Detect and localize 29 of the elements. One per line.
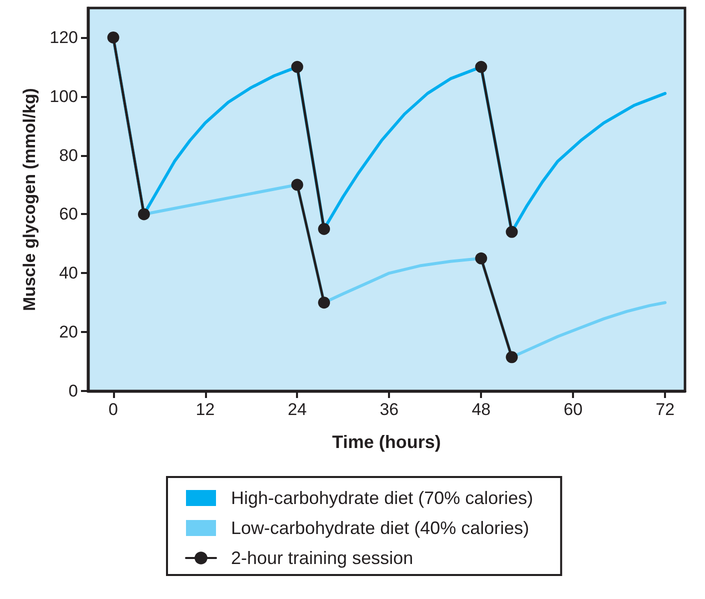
point — [318, 296, 330, 309]
y-tick-label: 20 — [59, 322, 78, 342]
point — [475, 252, 488, 264]
y-tick-label: 100 — [50, 86, 78, 106]
x-tick-label: 60 — [564, 400, 583, 419]
point — [291, 178, 304, 191]
point — [107, 31, 120, 44]
point — [506, 351, 518, 364]
legend-label: 2-hour training session — [231, 548, 414, 568]
point — [291, 60, 304, 73]
point — [506, 226, 518, 238]
x-tick-label: 0 — [108, 400, 118, 419]
point — [475, 60, 488, 73]
y-tick-label: 80 — [59, 146, 78, 165]
y-tick-label: 60 — [59, 204, 78, 224]
x-tick-label: 48 — [472, 400, 491, 419]
y-tick-label: 120 — [50, 28, 78, 47]
x-tick-label: 12 — [196, 400, 215, 419]
y-tick-label: 40 — [59, 264, 78, 283]
y-axis-title: Muscle glycogen (mmol/kg) — [20, 88, 39, 311]
legend-label: High-carbohydrate diet (70% calories) — [231, 488, 534, 508]
point — [138, 208, 150, 220]
x-axis-title: Time (hours) — [332, 432, 441, 452]
x-tick-label: 24 — [288, 400, 307, 419]
point — [318, 222, 330, 235]
legend-label: Low-carbohydrate diet (40% calories) — [231, 518, 530, 538]
x-tick-label: 72 — [656, 400, 675, 419]
y-tick-label: 0 — [68, 382, 78, 400]
x-tick-label: 36 — [380, 400, 399, 419]
